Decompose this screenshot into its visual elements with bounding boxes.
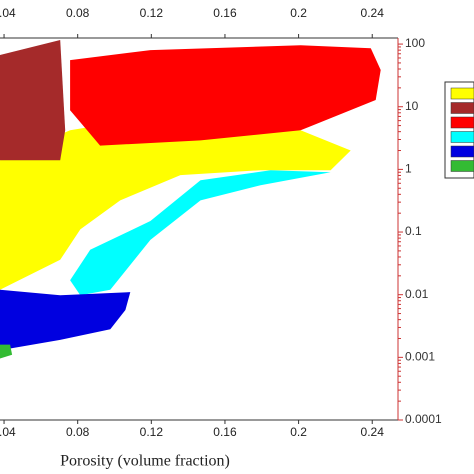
x-tick-label: 0.2 [290, 425, 307, 439]
x-tick-label: 0.16 [213, 425, 237, 439]
plot-area [0, 40, 381, 359]
y-tick-label: 0.0001 [405, 412, 442, 426]
region [0, 40, 66, 161]
y-tick-label: 0.001 [405, 350, 435, 364]
x-tick-label: 0.24 [361, 425, 385, 439]
region [0, 120, 351, 290]
x-tick-label: 0.04 [0, 425, 16, 439]
legend-swatch [450, 145, 474, 158]
x-tick-label: 0.08 [66, 6, 90, 20]
y-tick-label: 100 [405, 36, 425, 50]
region [0, 289, 131, 351]
y-tick-label: 1 [405, 162, 412, 176]
x-tick-label: 0.2 [290, 6, 307, 20]
legend-swatch [450, 116, 474, 129]
legend-swatch [450, 87, 474, 100]
y-tick-label: 10 [405, 99, 419, 113]
x-tick-label: 0.16 [213, 6, 237, 20]
x-tick-label: 0.12 [140, 6, 164, 20]
y-tick-label: 0.01 [405, 287, 429, 301]
region [70, 170, 331, 296]
legend-swatch [450, 131, 474, 143]
x-tick-label: 0.24 [361, 6, 385, 20]
x-tick-label: 0.12 [140, 425, 164, 439]
x-axis-label: Porosity (volume fraction) [60, 453, 230, 470]
legend-swatch [450, 160, 474, 172]
legend-swatch [450, 102, 474, 114]
region [70, 45, 381, 146]
x-tick-label: 0.08 [66, 425, 90, 439]
region [0, 344, 13, 359]
y-tick-label: 0.1 [405, 224, 422, 238]
x-tick-label: 0.04 [0, 6, 16, 20]
